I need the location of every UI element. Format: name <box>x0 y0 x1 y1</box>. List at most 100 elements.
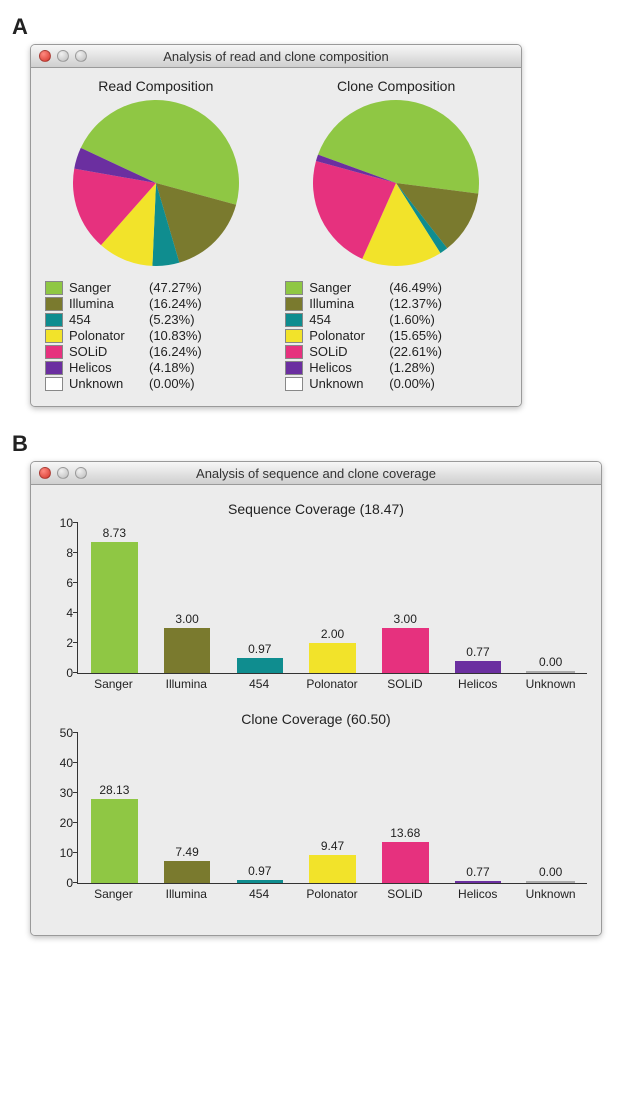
bar-value-label: 0.77 <box>466 645 489 659</box>
window-body-a: Read CompositionSanger(47.27%)Illumina(1… <box>31 68 521 406</box>
x-label: Polonator <box>296 674 369 691</box>
y-tick-label: 0 <box>66 666 73 680</box>
legend-value: (4.18%) <box>149 360 195 375</box>
bar-slot: 0.77 <box>442 645 515 673</box>
legend-row: Helicos (4.18%) <box>45 360 267 375</box>
legend-value: (12.37%) <box>389 296 442 311</box>
bar-rect <box>91 799 138 883</box>
legend-name: Polonator <box>69 328 143 343</box>
legend-row: Sanger(46.49%) <box>285 280 507 295</box>
legend-row: SOLiD(16.24%) <box>45 344 267 359</box>
window-title-a: Analysis of read and clone composition <box>31 49 521 64</box>
pie-title: Clone Composition <box>285 78 507 94</box>
legend: Sanger(46.49%)Illumina(12.37%)454(1.60%)… <box>285 280 507 391</box>
legend-row: Unknown (0.00%) <box>45 376 267 391</box>
close-icon[interactable] <box>39 50 51 62</box>
legend-value: (0.00%) <box>149 376 195 391</box>
legend-name: Helicos <box>69 360 143 375</box>
legend-row: Illumina(12.37%) <box>285 296 507 311</box>
legend-value: (47.27%) <box>149 280 202 295</box>
x-label: 454 <box>223 884 296 901</box>
x-label: Illumina <box>150 884 223 901</box>
x-label: 454 <box>223 674 296 691</box>
legend: Sanger(47.27%)Illumina(16.24%)454(5.23%)… <box>45 280 267 391</box>
bar-slot: 2.00 <box>296 627 369 673</box>
legend-swatch <box>45 297 63 311</box>
bar-value-label: 0.97 <box>248 642 271 656</box>
y-tick-label: 40 <box>60 756 73 770</box>
x-label: Helicos <box>441 884 514 901</box>
bar-value-label: 13.68 <box>390 826 420 840</box>
y-tick-mark <box>73 732 78 733</box>
pie-title: Read Composition <box>45 78 267 94</box>
bar-chart-title: Sequence Coverage (18.47) <box>45 501 587 517</box>
legend-swatch <box>45 361 63 375</box>
y-tick-mark <box>73 762 78 763</box>
zoom-icon[interactable] <box>75 50 87 62</box>
legend-row: 454(5.23%) <box>45 312 267 327</box>
bar-rect <box>237 880 284 883</box>
titlebar-a: Analysis of read and clone composition <box>31 45 521 68</box>
legend-swatch <box>285 345 303 359</box>
panel-a-label: A <box>12 14 630 40</box>
legend-swatch <box>285 329 303 343</box>
x-label: Illumina <box>150 674 223 691</box>
minimize-icon[interactable] <box>57 50 69 62</box>
bar-rect <box>382 842 429 883</box>
legend-row: Helicos (1.28%) <box>285 360 507 375</box>
legend-value: (5.23%) <box>149 312 195 327</box>
pie-column: Read CompositionSanger(47.27%)Illumina(1… <box>45 78 267 392</box>
window-read-clone-composition: Analysis of read and clone composition R… <box>30 44 522 407</box>
zoom-icon[interactable] <box>75 467 87 479</box>
bar-chart-title: Clone Coverage (60.50) <box>45 711 587 727</box>
chart-area: 02468108.733.000.972.003.000.770.00 <box>45 523 587 674</box>
legend-name: Illumina <box>69 296 143 311</box>
y-tick-label: 2 <box>66 636 73 650</box>
bar-rect <box>382 628 429 673</box>
legend-value: (16.24%) <box>149 296 202 311</box>
legend-swatch <box>45 345 63 359</box>
bar-rect <box>91 542 138 673</box>
bar-value-label: 3.00 <box>394 612 417 626</box>
bar-value-label: 7.49 <box>175 845 198 859</box>
legend-value: (15.65%) <box>389 328 442 343</box>
window-sequence-clone-coverage: Analysis of sequence and clone coverage … <box>30 461 602 936</box>
legend-swatch <box>45 313 63 327</box>
pie-wrap <box>45 100 267 266</box>
legend-value: (1.28%) <box>389 360 435 375</box>
x-axis-labels: SangerIllumina454PolonatorSOLiDHelicosUn… <box>77 884 587 901</box>
bar-rect <box>455 661 502 673</box>
y-tick-label: 4 <box>66 606 73 620</box>
traffic-lights <box>39 467 87 479</box>
bar-chart: Sequence Coverage (18.47)02468108.733.00… <box>45 501 587 691</box>
legend-swatch <box>285 281 303 295</box>
y-tick-label: 8 <box>66 546 73 560</box>
traffic-lights <box>39 50 87 62</box>
panel-b-label: B <box>12 431 630 457</box>
y-tick-label: 30 <box>60 786 73 800</box>
x-label: Helicos <box>441 674 514 691</box>
bar-rect <box>164 861 211 883</box>
y-tick-label: 10 <box>60 846 73 860</box>
bar-value-label: 8.73 <box>103 526 126 540</box>
bar-value-label: 2.00 <box>321 627 344 641</box>
y-tick-label: 50 <box>60 726 73 740</box>
legend-name: SOLiD <box>69 344 143 359</box>
legend-row: 454(1.60%) <box>285 312 507 327</box>
legend-row: SOLiD (22.61%) <box>285 344 507 359</box>
titlebar-b: Analysis of sequence and clone coverage <box>31 462 601 485</box>
bar-slot: 0.00 <box>514 655 587 673</box>
close-icon[interactable] <box>39 467 51 479</box>
legend-value: (22.61%) <box>389 344 442 359</box>
legend-swatch <box>285 361 303 375</box>
legend-row: Polonator(10.83%) <box>45 328 267 343</box>
legend-name: Unknown <box>69 376 143 391</box>
bar-slot: 9.47 <box>296 839 369 883</box>
minimize-icon[interactable] <box>57 467 69 479</box>
x-label: Sanger <box>77 674 150 691</box>
bar-slot: 0.00 <box>514 865 587 883</box>
legend-name: Sanger <box>309 280 383 295</box>
legend-name: Unknown <box>309 376 383 391</box>
legend-name: Helicos <box>309 360 383 375</box>
legend-name: SOLiD <box>309 344 383 359</box>
